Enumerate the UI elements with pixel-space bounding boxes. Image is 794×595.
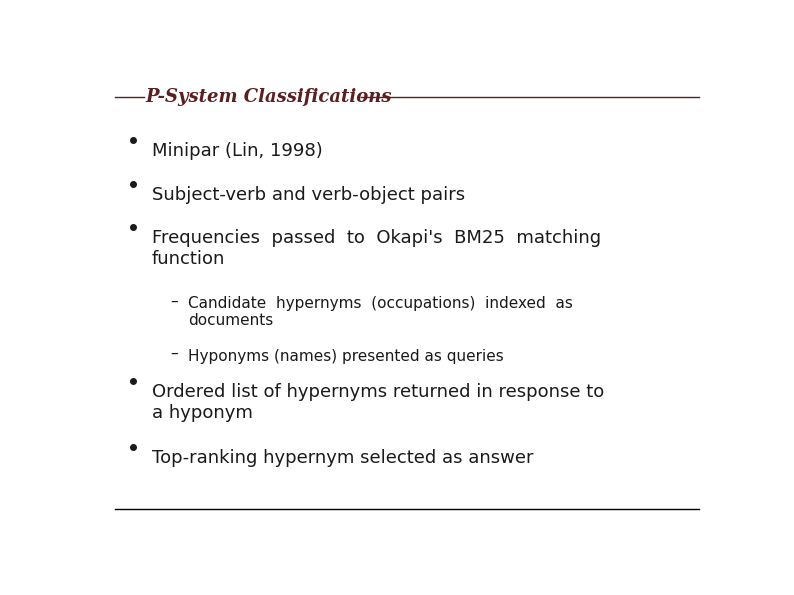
Text: Ordered list of hypernyms returned in response to
a hyponym: Ordered list of hypernyms returned in re… (152, 383, 603, 422)
Text: Hyponyms (names) presented as queries: Hyponyms (names) presented as queries (188, 349, 504, 364)
Text: Subject-verb and verb-object pairs: Subject-verb and verb-object pairs (152, 186, 464, 204)
Text: –: – (170, 346, 178, 361)
Text: Top-ranking hypernym selected as answer: Top-ranking hypernym selected as answer (152, 449, 533, 468)
Text: Minipar (Lin, 1998): Minipar (Lin, 1998) (152, 142, 322, 161)
Text: P-System Classifications: P-System Classifications (145, 87, 392, 105)
Text: –: – (170, 293, 178, 309)
Text: Candidate  hypernyms  (occupations)  indexed  as
documents: Candidate hypernyms (occupations) indexe… (188, 296, 573, 328)
Text: Frequencies  passed  to  Okapi's  BM25  matching
function: Frequencies passed to Okapi's BM25 match… (152, 230, 601, 268)
